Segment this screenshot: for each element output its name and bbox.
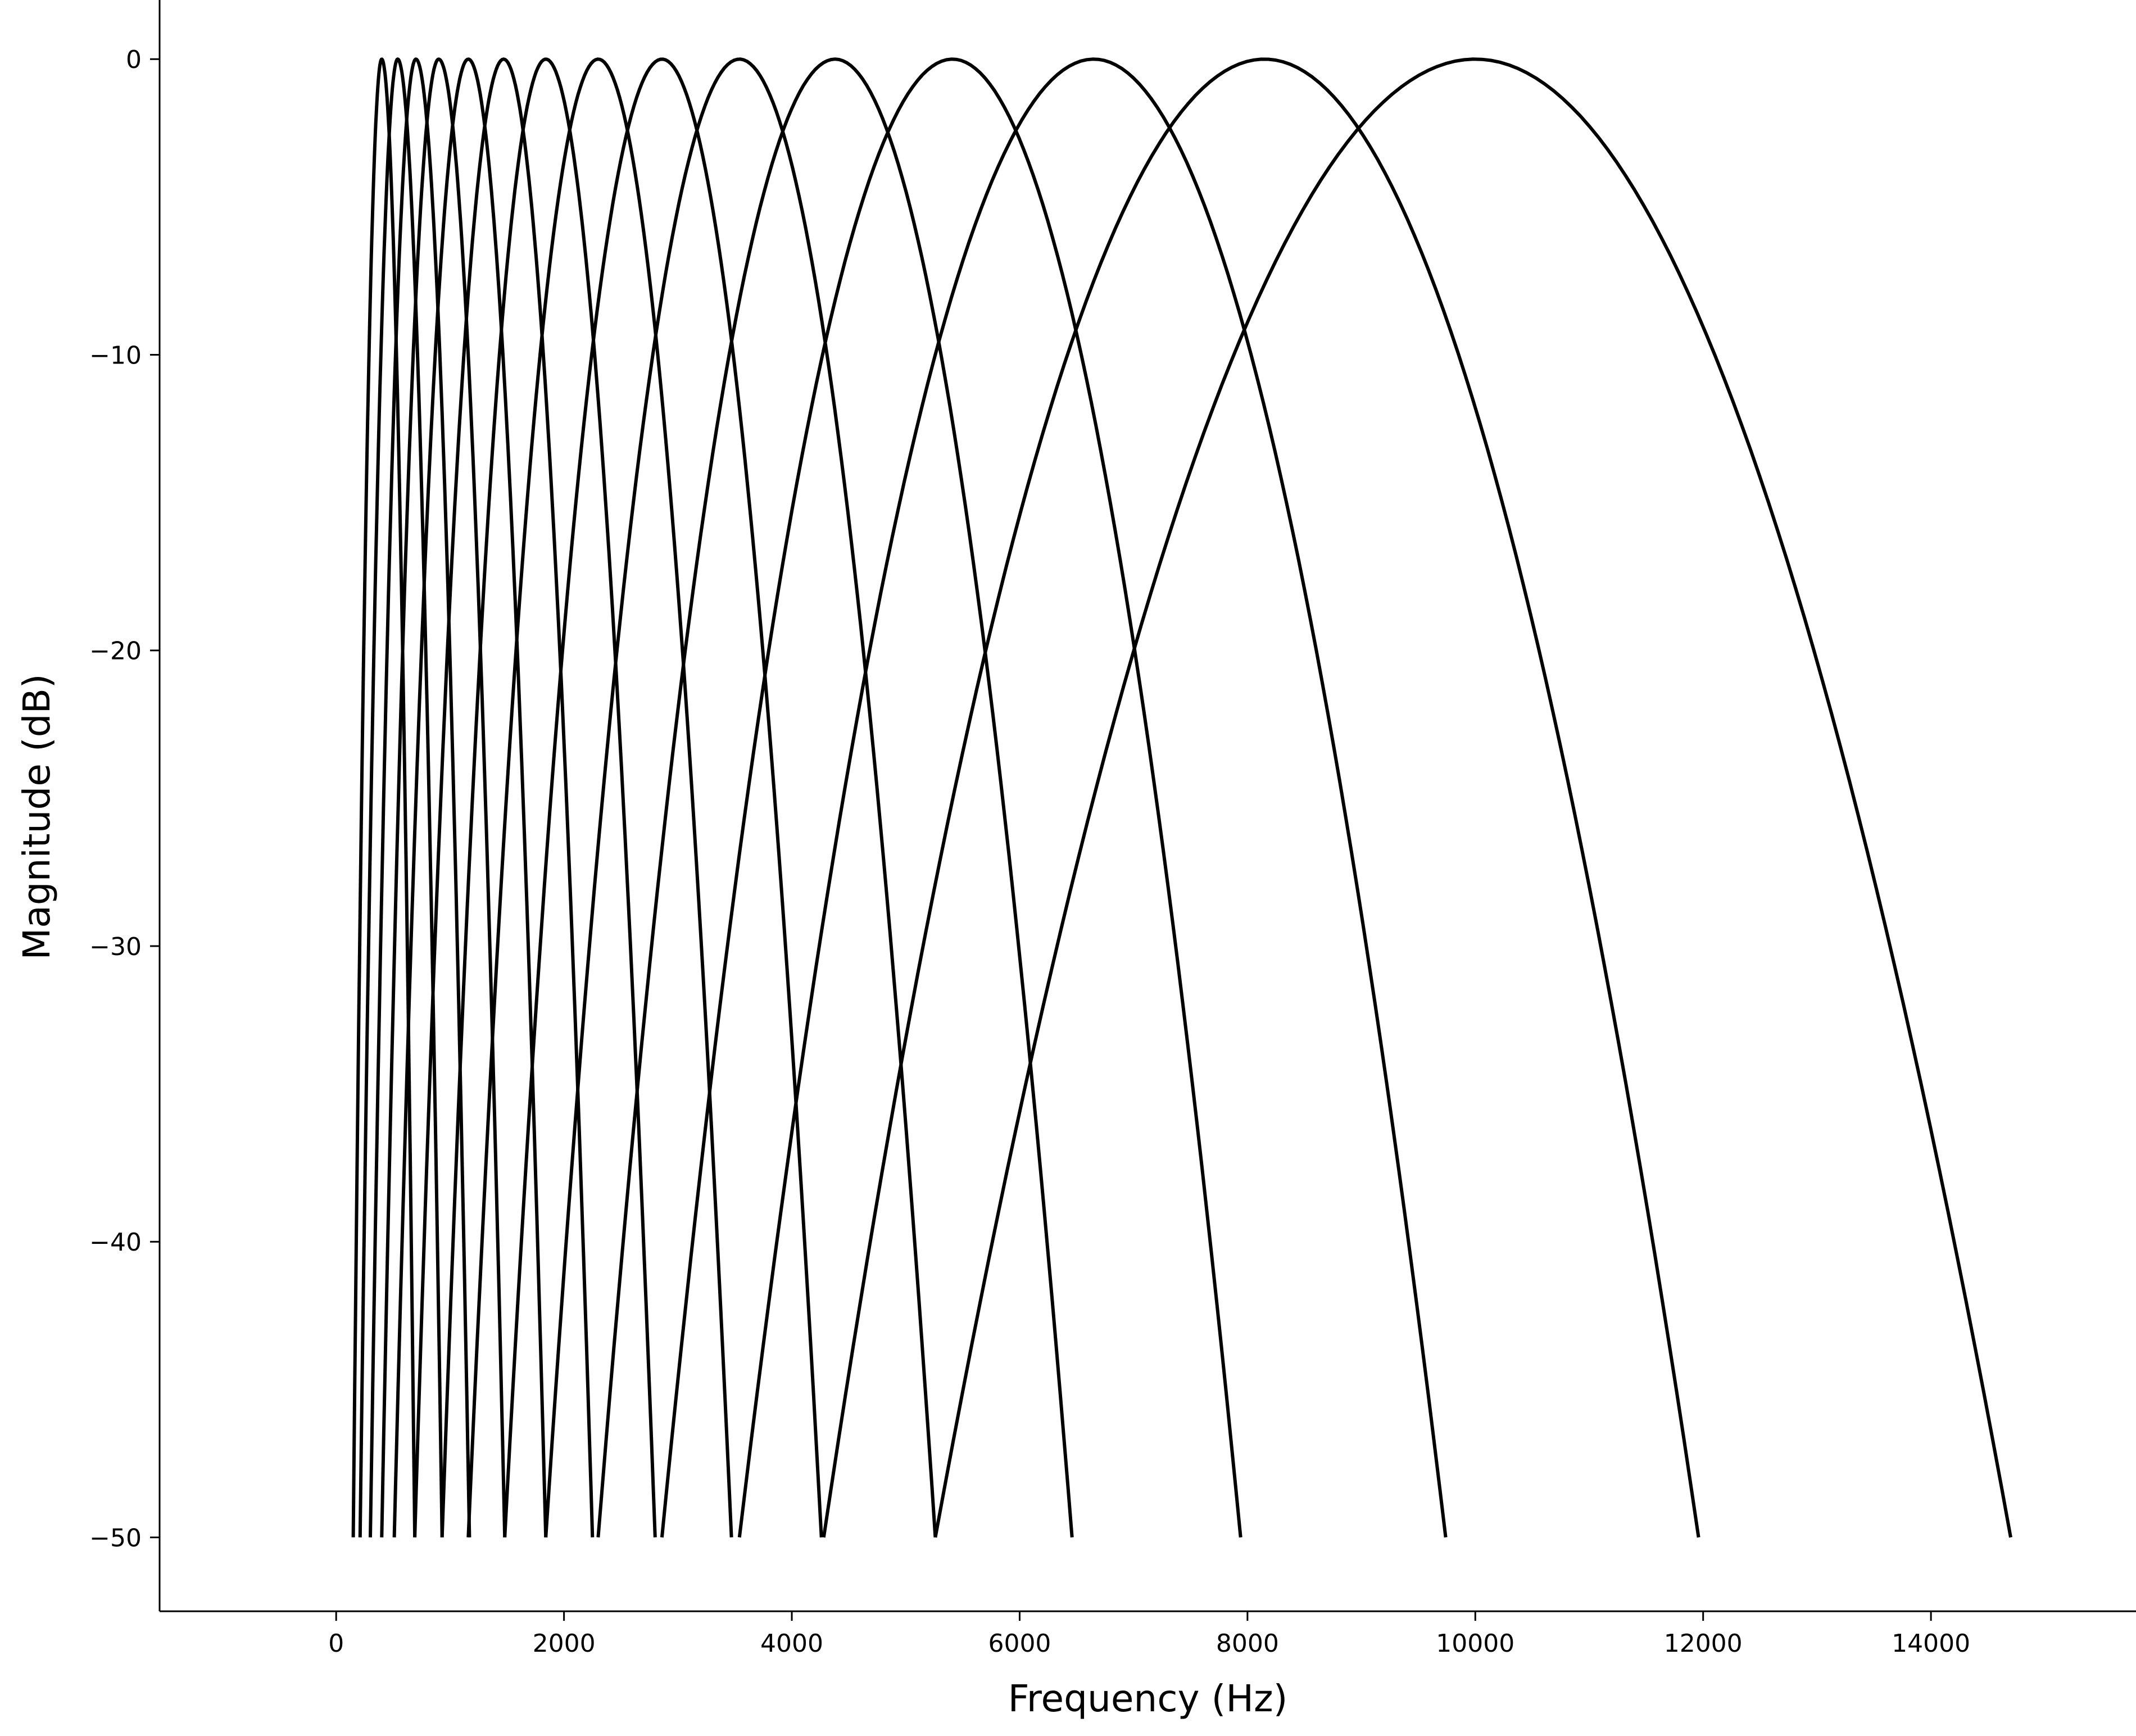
- x-axis-ticks: 0 2000 4000 6000 8000 10000 12000 14000: [328, 1611, 1970, 1658]
- x-tick-label: 10000: [1436, 1629, 1514, 1658]
- x-axis-title: Frequency (Hz): [1008, 1677, 1288, 1720]
- filter-curve-7: [440, 57, 657, 1538]
- x-tick-label: 12000: [1664, 1629, 1743, 1658]
- filter-curve-1: [351, 57, 417, 1538]
- filter-curve-14: [822, 57, 1700, 1538]
- y-tick-label: 0: [126, 46, 142, 74]
- filter-curve-12: [660, 57, 1242, 1538]
- filter-curve-2: [358, 57, 444, 1538]
- x-tick-label: 14000: [1892, 1629, 1970, 1658]
- y-tick-label: −10: [89, 341, 142, 370]
- filter-curve-10: [544, 57, 937, 1538]
- plot-area: 0 2000 4000 6000 8000 10000 12000 14000 0 −10 −20…: [89, 0, 2136, 1658]
- x-tick-label: 6000: [988, 1629, 1051, 1658]
- y-tick-label: −30: [89, 933, 142, 961]
- filter-curve-11: [596, 57, 1074, 1538]
- x-tick-label: 2000: [533, 1629, 596, 1658]
- x-tick-label: 4000: [760, 1629, 823, 1658]
- y-tick-label: −40: [89, 1228, 142, 1257]
- filter-curve-13: [737, 57, 1448, 1538]
- x-tick-label: 8000: [1216, 1629, 1279, 1658]
- filter-curve-8: [466, 57, 733, 1538]
- filter-curve-3: [369, 57, 471, 1538]
- x-tick-label: 0: [328, 1629, 344, 1658]
- filter-curve-4: [380, 57, 507, 1538]
- y-tick-label: −50: [89, 1524, 142, 1552]
- y-axis-ticks: 0 −10 −20 −30 −40 −50: [89, 46, 160, 1552]
- y-tick-label: −20: [89, 637, 142, 666]
- filter-curve-15: [933, 57, 2012, 1538]
- filter-curve-6: [413, 57, 595, 1538]
- y-axis-title: Magnitude (dB): [15, 674, 58, 960]
- filter-curve-9: [503, 57, 823, 1538]
- filter-curves: [351, 57, 2012, 1538]
- filter-curve-5: [392, 57, 548, 1538]
